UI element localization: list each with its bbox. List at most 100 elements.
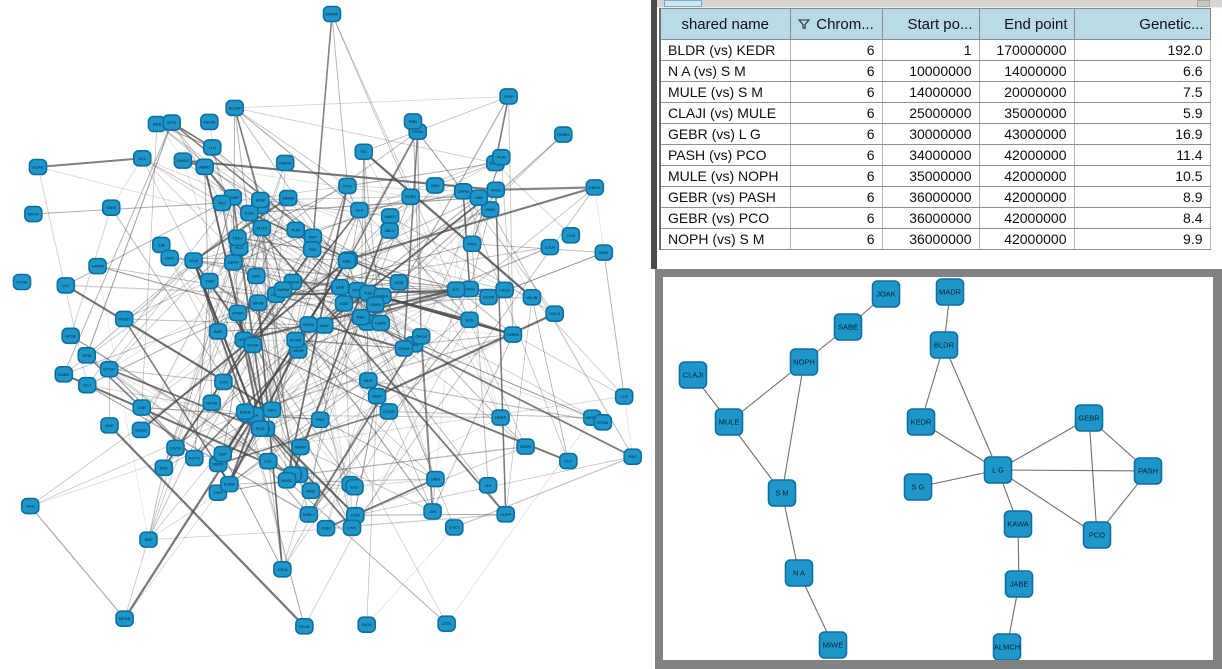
network-edge[interactable] — [420, 197, 480, 337]
network-node[interactable]: GKG — [262, 401, 282, 419]
network-edge[interactable] — [531, 297, 569, 462]
network-edge[interactable] — [30, 428, 261, 507]
network-node[interactable]: JOAK — [871, 280, 901, 308]
network-edge[interactable] — [123, 414, 256, 620]
network-node[interactable]: WMW — [291, 438, 310, 456]
network-node[interactable]: EJWB — [220, 475, 239, 493]
network-edge[interactable] — [234, 107, 348, 187]
table-row[interactable]: GEBR (vs) PCO 6 36000000 42000000 8.4 — [659, 207, 1211, 229]
network-node[interactable]: CAE — [132, 399, 152, 416]
network-edge[interactable] — [217, 260, 348, 465]
network-node[interactable]: LRCS — [495, 281, 514, 299]
network-edge[interactable] — [348, 186, 596, 261]
network-edge[interactable] — [175, 324, 309, 449]
network-edge[interactable] — [505, 297, 533, 515]
network-node[interactable]: PASH — [1133, 457, 1163, 485]
network-node[interactable]: GWCK — [173, 152, 193, 169]
network-edge[interactable] — [234, 107, 273, 410]
network-edge[interactable] — [258, 243, 473, 304]
network-node[interactable]: S G — [903, 473, 933, 501]
network-node[interactable]: SBMM — [278, 189, 298, 207]
cell-genetic[interactable]: 8.4 — [1073, 207, 1211, 229]
network-edge[interactable] — [193, 197, 289, 262]
network-node[interactable]: THM — [200, 272, 219, 290]
network-node[interactable]: LTR — [614, 388, 634, 405]
column-header-chromosome[interactable]: Chrom... — [789, 8, 883, 40]
network-edge[interactable] — [454, 456, 633, 528]
network-edge[interactable] — [417, 131, 464, 192]
table-row[interactable]: GEBR (vs) PASH 6 36000000 42000000 8.9 — [659, 186, 1211, 208]
table-row[interactable]: PASH (vs) PCO 6 34000000 42000000 11.4 — [659, 144, 1211, 166]
network-edge[interactable] — [108, 368, 223, 455]
network-edge[interactable] — [124, 280, 210, 320]
network-node[interactable]: HGJB — [295, 618, 314, 635]
network-node[interactable]: GMRW — [275, 154, 295, 172]
network-edge[interactable] — [331, 13, 526, 447]
network-node[interactable]: LTDS — [437, 615, 456, 632]
network-node[interactable]: WLJB — [522, 289, 542, 306]
network-edge[interactable] — [997, 469, 1098, 536]
network-node[interactable]: LPPL — [342, 519, 362, 537]
network-edge[interactable] — [412, 121, 422, 337]
network-edge[interactable] — [376, 312, 556, 397]
network-edge[interactable] — [311, 13, 333, 250]
network-node[interactable]: SABE — [833, 313, 863, 341]
network-node[interactable]: PND — [403, 113, 423, 130]
cell-end-point[interactable]: 42000000 — [978, 186, 1075, 208]
column-header-start-point[interactable]: Start po... — [881, 8, 980, 40]
network-edge[interactable] — [997, 469, 1149, 472]
network-edge[interactable] — [237, 237, 313, 250]
network-edge[interactable] — [295, 339, 405, 350]
network-edge[interactable] — [286, 185, 349, 481]
network-edge[interactable] — [208, 197, 289, 282]
scrollbar-thumb[interactable] — [664, 0, 702, 7]
network-edge[interactable] — [403, 348, 526, 447]
network-edge[interactable] — [63, 302, 259, 375]
network-edge[interactable] — [209, 280, 369, 381]
table-row[interactable]: NOPH (vs) S M 6 36000000 42000000 9.9 — [659, 228, 1211, 250]
network-edge[interactable] — [204, 166, 411, 198]
cell-genetic[interactable]: 8.9 — [1073, 186, 1211, 208]
network-edge[interactable] — [204, 166, 470, 321]
cell-genetic[interactable]: 192.0 — [1073, 39, 1211, 61]
network-edge[interactable] — [248, 212, 300, 475]
network-node[interactable]: HAE — [469, 189, 489, 206]
network-edge[interactable] — [308, 343, 415, 515]
network-edge[interactable] — [261, 228, 294, 475]
cell-start-point[interactable]: 36000000 — [881, 186, 980, 208]
network-node[interactable]: PBU — [351, 308, 371, 326]
cell-shared-name[interactable]: MULE (vs) S M — [659, 81, 791, 103]
network-edge[interactable] — [323, 324, 405, 350]
network-edge[interactable] — [1088, 417, 1098, 536]
cell-end-point[interactable]: 42000000 — [978, 165, 1075, 187]
network-node[interactable]: WGU — [486, 181, 506, 199]
cell-chromosome[interactable]: 6 — [789, 81, 883, 103]
network-node[interactable]: CGL — [259, 452, 278, 470]
cell-shared-name[interactable]: GEBR (vs) PCO — [659, 207, 791, 229]
network-node[interactable]: SATA — [357, 616, 377, 634]
network-node[interactable]: ESKB — [235, 403, 255, 421]
network-edge[interactable] — [368, 379, 603, 423]
network-node[interactable]: CGTH — [166, 439, 185, 457]
network-edge[interactable] — [308, 417, 501, 515]
network-node[interactable]: ECEC — [401, 188, 420, 206]
network-node[interactable]: UWH — [426, 470, 445, 488]
network-node[interactable]: AWBM — [273, 281, 293, 298]
network-node[interactable]: REW — [77, 347, 97, 364]
cell-shared-name[interactable]: CLAJI (vs) MULE — [659, 102, 791, 124]
network-node[interactable]: EGJ — [345, 478, 364, 496]
network-node[interactable]: OOB — [389, 274, 409, 291]
table-row[interactable]: CLAJI (vs) MULE 6 25000000 35000000 5.9 — [659, 102, 1211, 124]
network-node[interactable]: BAR — [208, 323, 228, 340]
cell-start-point[interactable]: 36000000 — [881, 228, 980, 250]
network-node[interactable]: MADR — [935, 278, 965, 306]
network-edge[interactable] — [268, 333, 514, 462]
network-edge[interactable] — [265, 343, 415, 430]
network-node[interactable]: EKE — [100, 417, 119, 434]
cell-shared-name[interactable]: GEBR (vs) L G — [659, 123, 791, 145]
network-node[interactable]: NAK — [246, 267, 266, 285]
network-node[interactable]: SBP — [139, 531, 158, 548]
network-node[interactable]: HAWN — [88, 257, 107, 275]
network-node[interactable]: SPWA — [394, 340, 414, 357]
network-edge[interactable] — [217, 331, 355, 488]
